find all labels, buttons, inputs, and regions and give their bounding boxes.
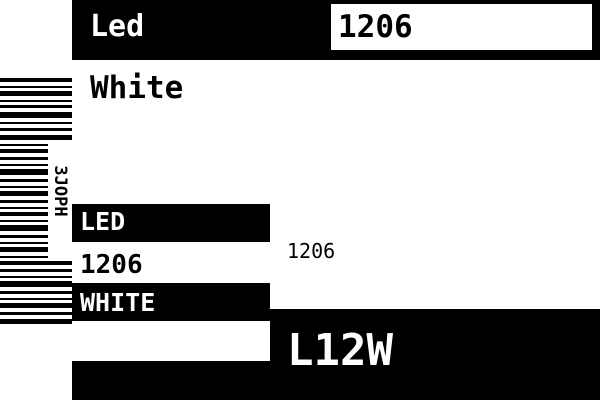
- part-number-bar: [270, 309, 600, 400]
- barcode: [0, 78, 72, 324]
- barcode-code: 3JOPH: [50, 165, 70, 217]
- type-bar: [72, 204, 270, 242]
- package-value: 1206: [80, 250, 143, 280]
- color-label: WHITE: [80, 288, 156, 317]
- color-bar: [72, 283, 270, 321]
- size-value: 1206: [338, 9, 413, 45]
- type-label: LED: [80, 207, 126, 236]
- bottom-left-bar: [72, 361, 270, 400]
- barcode-code-box: [48, 143, 72, 260]
- size-box: [331, 4, 592, 50]
- part-number: L12W: [287, 325, 393, 376]
- color-value: White: [90, 70, 184, 106]
- size-small: 1206: [287, 239, 336, 263]
- component-name: Led: [90, 9, 145, 44]
